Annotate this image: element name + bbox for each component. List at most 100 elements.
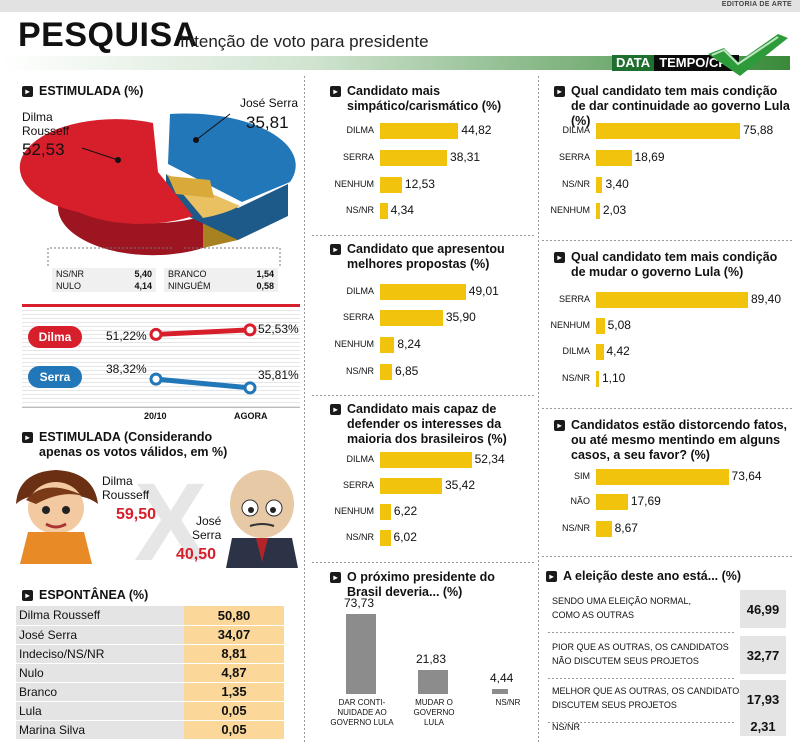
- bar-chart-title: ▸ Qual candidato tem mais condição de dar…: [554, 84, 794, 129]
- panel-separator: [542, 408, 792, 409]
- eleicao-option: SENDO UMA ELEIÇÃO NORMAL, COMO AS OUTRAS: [552, 596, 692, 620]
- bar-value-label: 38,31: [450, 150, 481, 164]
- table-row: Nulo 4,87: [16, 663, 284, 683]
- eleicao-value: 17,93: [740, 680, 786, 718]
- bar: [380, 123, 459, 139]
- bar-category-label: NS/NR: [561, 179, 590, 189]
- bar-category-label: SERRA: [558, 294, 590, 304]
- eleicao-title: ▸ A eleição deste ano está... (%): [546, 569, 741, 584]
- validos-dilma-name: Dilma Rousseff: [102, 474, 150, 502]
- column-value-label: 73,73: [344, 596, 375, 611]
- dilma-caricature-icon: [16, 470, 98, 564]
- trend-x-label: 20/10: [144, 411, 167, 421]
- trend-label: 35,81%: [258, 368, 299, 382]
- bar-category-label: DILMA: [562, 125, 590, 135]
- column-value-label: 21,83: [416, 652, 447, 667]
- panel-separator: [312, 395, 534, 396]
- other-value: 1,54: [256, 269, 274, 279]
- bar: [380, 364, 392, 380]
- eleicao-option: NS/NR: [552, 722, 581, 732]
- pie-value-serra: 35,81: [246, 113, 289, 132]
- bar: [596, 150, 632, 166]
- pie-label-serra: José Serra: [240, 96, 299, 110]
- bar-category-label: SERRA: [342, 480, 374, 490]
- bar-value-label: 52,34: [474, 452, 505, 466]
- other-label: NINGUÉM: [168, 281, 211, 291]
- other-label: NULO: [56, 281, 82, 291]
- eleicao-value: 46,99: [740, 590, 786, 628]
- bar: [596, 177, 603, 193]
- espontanea-title: ▸ ESPONTÂNEA (%): [22, 588, 148, 603]
- pie-dot-dilma: [115, 157, 121, 163]
- bullet-icon: ▸: [554, 86, 565, 97]
- bar: [380, 478, 442, 494]
- bar: [596, 123, 741, 139]
- pie-leader-serra: [195, 113, 231, 141]
- trend-x-label: AGORA: [234, 411, 268, 421]
- bar: [596, 469, 729, 485]
- bar-value-label: 8,24: [397, 337, 421, 351]
- panel-separator: [312, 562, 534, 563]
- bar-chart-title: ▸ Qual candidato tem mais condição de mud…: [554, 250, 794, 280]
- bar: [380, 530, 391, 546]
- validos-serra-value: 40,50: [176, 546, 217, 563]
- bar: [380, 150, 448, 166]
- bar: [380, 504, 391, 520]
- bar-category-label: NENHUM: [550, 320, 591, 330]
- column-separator: [304, 76, 305, 742]
- bar-category-label: NS/NR: [561, 523, 590, 533]
- eleicao-value: 2,31: [740, 716, 786, 736]
- bar: [596, 494, 628, 510]
- bar-value-label: 35,90: [445, 310, 476, 324]
- other-value: 4,14: [134, 281, 152, 291]
- bar-value-label: 6,22: [393, 504, 418, 518]
- eleicao-value: 32,77: [740, 636, 786, 674]
- bar-value-label: 8,67: [614, 521, 638, 535]
- other-label: NS/NR: [56, 269, 85, 279]
- bar: [596, 521, 612, 537]
- versus-mark: X: [134, 464, 207, 568]
- caricatures: X: [16, 464, 298, 568]
- bar-category-label: SERRA: [558, 152, 590, 162]
- bar-value-label: 35,42: [444, 478, 476, 492]
- column: [418, 670, 448, 694]
- estimulada-title: ▸ ESTIMULADA (%): [22, 84, 143, 99]
- pie-leader-dilma: [81, 147, 119, 161]
- serra-caricature-icon: [226, 470, 298, 568]
- bar: [380, 337, 395, 353]
- bar-category-label: DILMA: [346, 286, 374, 296]
- bar: [380, 203, 388, 219]
- bar-value-label: 49,01: [468, 284, 499, 298]
- column-category-label: NS/NR: [495, 698, 521, 707]
- section-label: EDITORIA DE ARTE: [721, 1, 792, 8]
- pie-others-table: NS/NR 5,40 NULO 4,14 BRANCO 1,54 NINGUÉM 0,5…: [52, 268, 282, 292]
- panel-separator: [542, 240, 792, 241]
- trend-label: 38,32%: [106, 362, 147, 376]
- bar-value-label: 73,64: [731, 469, 762, 483]
- trend-label: 51,22%: [106, 329, 147, 343]
- bar-value-label: 1,10: [602, 371, 626, 385]
- validos-title: ▸ ESTIMULADA (Considerando apenas os voto…: [22, 430, 302, 460]
- column-value-label: 4,44: [490, 671, 514, 686]
- bullet-icon: ▸: [330, 244, 341, 255]
- pie-chart: [19, 113, 296, 256]
- pie-slice-dilma: [19, 119, 193, 224]
- bar-category-label: NS/NR: [345, 366, 374, 376]
- bar: [380, 177, 402, 193]
- eleicao-option: MELHOR QUE AS OUTRAS, OS CANDIDATOS DISC…: [552, 686, 746, 710]
- pie-value-dilma: 52,53: [22, 140, 65, 159]
- bar-value-label: 3,40: [605, 177, 629, 191]
- column: [492, 689, 508, 694]
- other-label: BRANCO: [168, 269, 207, 279]
- trend-label: 52,53%: [258, 322, 299, 336]
- column-category-label: MUDAR O GOVERNO LULA: [413, 698, 455, 727]
- bar-chart-title: ▸ Candidato mais simpático/carismático (%…: [330, 84, 520, 114]
- bullet-icon: ▸: [330, 572, 341, 583]
- pie-slice-serra-side-2: [238, 184, 288, 240]
- bar-category-label: NÃO: [570, 496, 590, 506]
- page-title: PESQUISA: [18, 16, 198, 54]
- trend-point-serra: [149, 372, 163, 386]
- proximo-title: ▸ O próximo presidente do Brasil deveria.…: [330, 570, 530, 600]
- pie-label-dilma: Dilma Rousseff: [22, 110, 70, 138]
- column-separator: [538, 76, 539, 742]
